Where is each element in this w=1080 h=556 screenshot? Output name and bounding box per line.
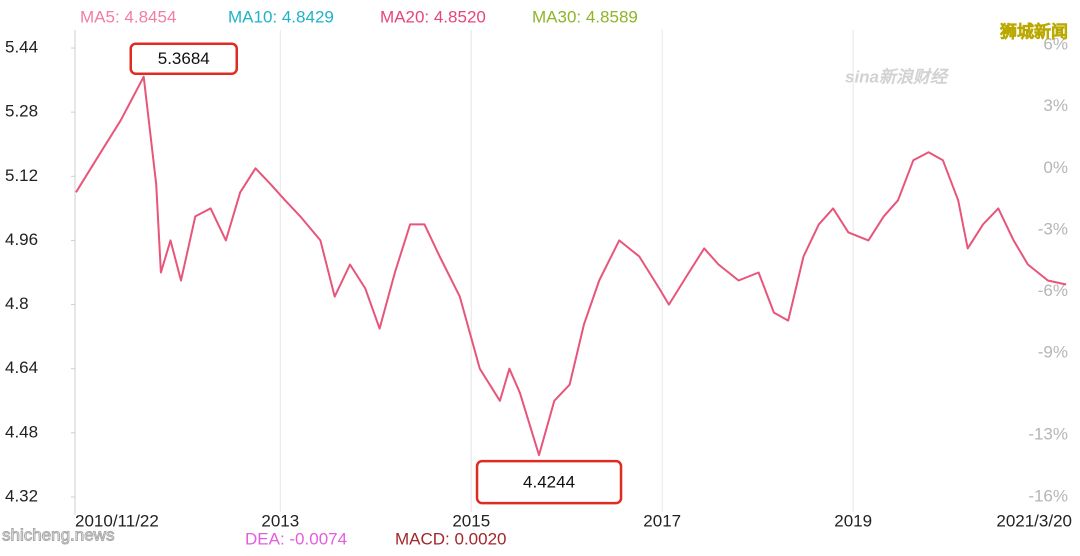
legend-entry: MACD: 0.0020 [395, 529, 507, 548]
legend-entry: MA5: 4.8454 [80, 7, 176, 26]
y2-tick-label: -3% [1038, 219, 1068, 238]
y-tick-label: 4.8 [5, 294, 29, 313]
highlight-label: 4.4244 [523, 473, 575, 492]
watermark: shicheng.news [2, 525, 114, 544]
y2-tick-label: -16% [1028, 486, 1068, 505]
highlight-box [129, 42, 238, 75]
y-tick-label: 4.32 [5, 486, 38, 505]
y2-tick-label: 6% [1043, 35, 1068, 54]
highlight-box [475, 459, 623, 505]
watermark: 狮城新闻 [999, 21, 1068, 41]
y-tick-label: 4.96 [5, 230, 38, 249]
legend-entry: MA20: 4.8520 [380, 7, 486, 26]
y-tick-label: 5.12 [5, 166, 38, 185]
legend-entry: MA10: 4.8429 [228, 7, 334, 26]
y-tick-label: 4.48 [5, 422, 38, 441]
y2-tick-label: 0% [1043, 158, 1068, 177]
y2-tick-label: -6% [1038, 281, 1068, 300]
x-tick-label: 2021/3/20 [996, 511, 1072, 530]
legend-entry: DEA: -0.0074 [245, 529, 347, 548]
x-tick-label: 2013 [261, 511, 299, 530]
y2-tick-label: -13% [1028, 425, 1068, 444]
x-tick-label: 2015 [452, 511, 490, 530]
legend-entry: MA30: 4.8589 [532, 7, 638, 26]
y2-tick-label: 3% [1043, 96, 1068, 115]
watermark: sina新浪财经 [845, 67, 949, 86]
x-tick-label: 2019 [834, 511, 872, 530]
x-tick-label: 2010/11/22 [75, 511, 159, 530]
highlight-label: 5.3684 [158, 49, 210, 68]
y-tick-label: 5.44 [5, 38, 38, 57]
x-tick-label: 2017 [643, 511, 681, 530]
y-tick-label: 4.64 [5, 358, 38, 377]
y-tick-label: 5.28 [5, 102, 38, 121]
y2-tick-label: -9% [1038, 343, 1068, 362]
price-line [75, 75, 1067, 457]
